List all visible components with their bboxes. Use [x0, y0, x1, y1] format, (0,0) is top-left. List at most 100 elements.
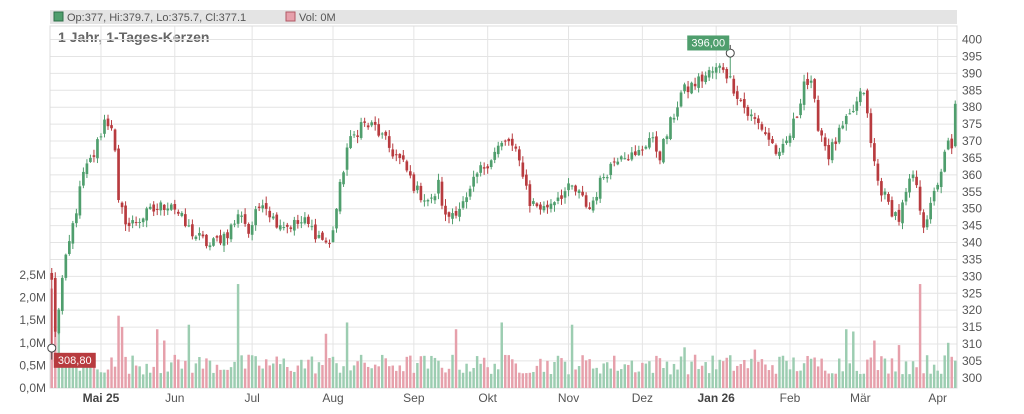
candle-body — [310, 226, 314, 228]
volume-bar — [212, 372, 215, 388]
candle-body — [795, 116, 799, 118]
volume-bar — [746, 368, 750, 388]
candle-body — [198, 232, 201, 236]
candle-body — [683, 84, 686, 92]
volume-bar — [395, 370, 398, 388]
volume-bar — [170, 362, 173, 388]
volume-tick-label: 0,0M — [19, 381, 46, 395]
volume-bar — [809, 358, 813, 388]
volume-bar — [553, 361, 556, 388]
volume-bar — [356, 361, 359, 388]
volume-bar — [391, 365, 394, 388]
candle-body — [356, 135, 359, 137]
candle-body — [904, 191, 908, 202]
candle-body — [440, 181, 444, 206]
candle-body — [489, 160, 493, 168]
candle-body — [686, 86, 690, 93]
candle-body — [67, 241, 71, 254]
candle-body — [50, 272, 54, 280]
candle-body — [106, 118, 110, 127]
volume-bar — [883, 358, 887, 388]
candle-body — [525, 174, 528, 186]
volume-bar — [528, 372, 532, 388]
candle-body — [648, 138, 651, 148]
candle-body — [605, 177, 609, 179]
candle-body — [433, 196, 437, 201]
volume-bar — [714, 369, 718, 388]
volume-bar — [489, 373, 493, 388]
volume-bar — [904, 361, 908, 388]
volume-bar — [423, 355, 426, 388]
volume-bar — [693, 354, 697, 388]
candle-body — [141, 218, 145, 223]
candle-body — [584, 195, 588, 207]
volume-bar — [222, 369, 226, 388]
candle-body — [250, 225, 254, 235]
candle-body — [212, 238, 215, 246]
low-marker-label: 308,80 — [58, 355, 92, 367]
candle-body — [257, 206, 261, 208]
candle-body — [641, 149, 644, 151]
volume-bar — [335, 363, 338, 388]
volume-bar — [286, 367, 289, 388]
volume-bar — [518, 372, 521, 388]
volume-bar — [219, 369, 222, 388]
candle-body — [359, 122, 363, 138]
volume-bar — [187, 324, 191, 388]
volume-bar — [352, 365, 356, 388]
candle-body — [194, 236, 198, 239]
candle-body — [693, 83, 697, 87]
volume-bar — [753, 349, 757, 388]
candle-body — [173, 204, 177, 210]
candle-body — [876, 163, 880, 181]
volume-tick-label: 1,5M — [19, 313, 46, 327]
candle-body — [394, 154, 398, 156]
candle-body — [577, 190, 581, 193]
price-tick-label: 380 — [962, 100, 982, 114]
candle-body — [503, 140, 507, 142]
volume-bar — [145, 363, 148, 388]
candle-body — [595, 196, 598, 201]
volume-bars — [50, 284, 957, 388]
price-tick-label: 315 — [962, 320, 982, 334]
candle-body — [651, 137, 655, 139]
volume-bar — [602, 363, 605, 388]
candle-body — [760, 124, 764, 130]
volume-bar — [584, 360, 588, 388]
volume-bar — [398, 365, 402, 388]
candle-body — [883, 191, 887, 195]
candle-body — [746, 106, 750, 116]
candle-body — [866, 90, 869, 114]
candle-body — [92, 155, 96, 157]
candle-body — [953, 103, 957, 147]
volume-bar — [103, 372, 106, 388]
volume-bar — [275, 356, 278, 388]
candle-body — [78, 186, 82, 216]
axes: 300 305 310 315 320 325 330 335 340 345 350 355 360 3… — [19, 33, 982, 405]
candle-body — [145, 208, 149, 221]
candle-body — [240, 215, 243, 217]
volume-bar — [665, 361, 669, 388]
candle-body — [799, 103, 802, 116]
volume-bar — [159, 373, 162, 388]
volume-bar — [605, 362, 609, 388]
candle-body — [419, 185, 423, 201]
volume-bar — [430, 355, 433, 388]
candle-body — [532, 201, 535, 204]
volume-bar — [359, 354, 363, 388]
date-tick-label: Jun — [165, 391, 184, 405]
candle-body — [841, 125, 845, 129]
candle-body — [113, 129, 117, 151]
candle-body — [451, 213, 454, 219]
candle-body — [521, 162, 525, 177]
price-tick-label: 400 — [962, 33, 982, 47]
volume-tick-label: 2,0M — [19, 291, 46, 305]
candle-body — [802, 81, 806, 105]
candle-body — [750, 114, 753, 117]
candle-body — [461, 201, 465, 208]
volume-bar — [486, 367, 489, 388]
candle-body — [873, 143, 876, 162]
volume-bar — [806, 355, 809, 388]
candle-body — [282, 227, 286, 229]
